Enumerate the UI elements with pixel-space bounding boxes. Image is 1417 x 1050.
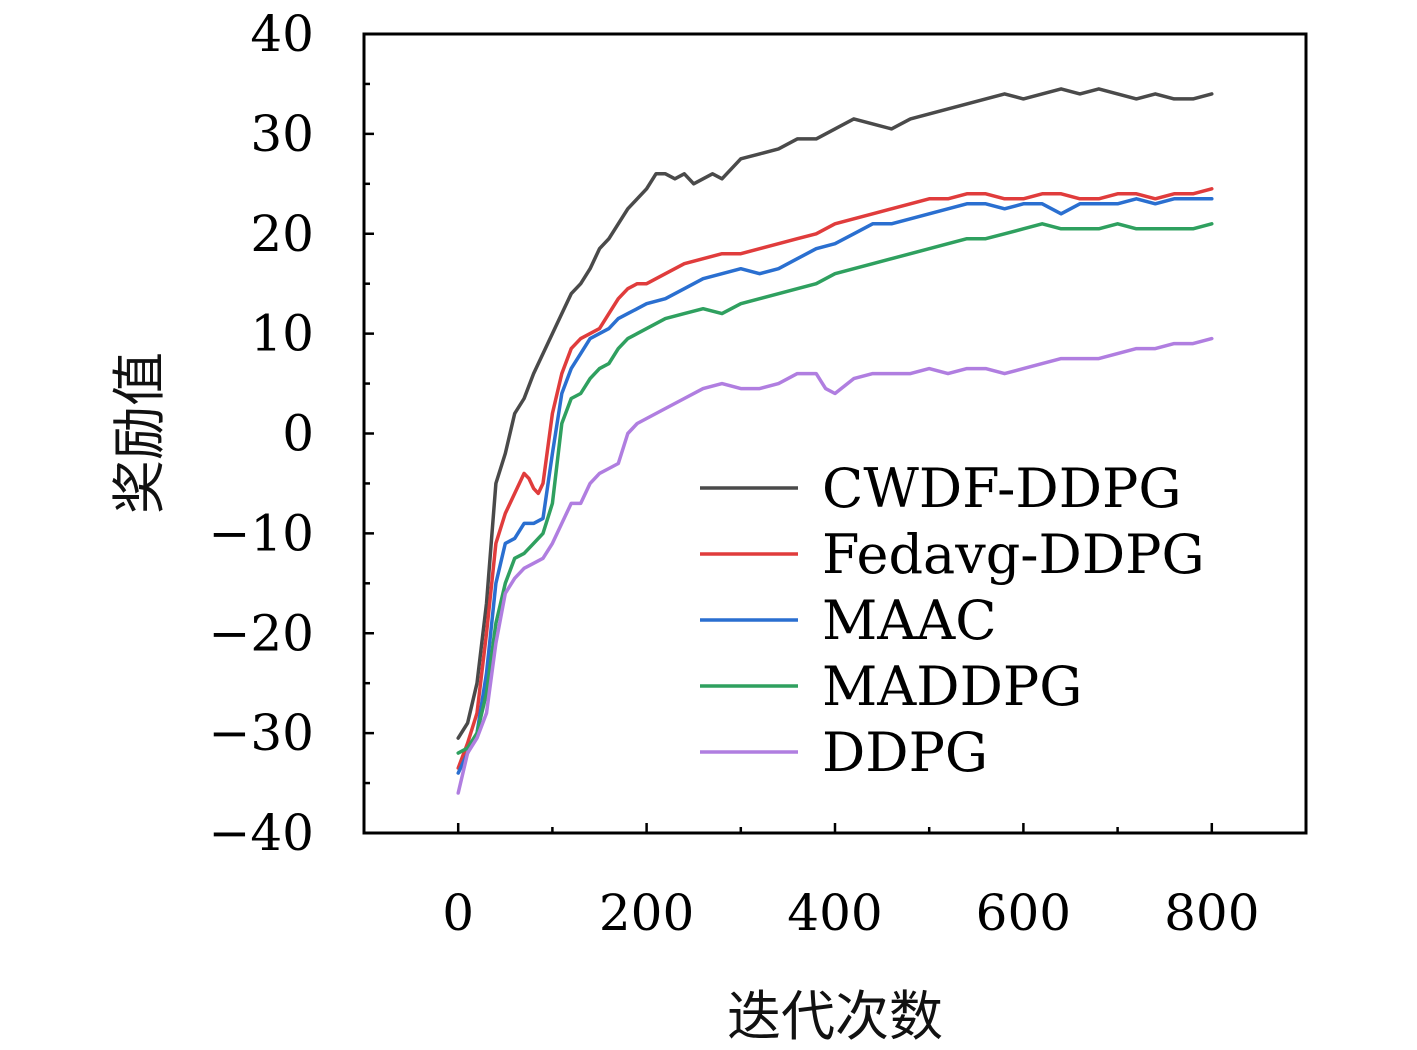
- legend-label-maac: MAAC: [822, 589, 997, 652]
- y-tick-label: −40: [208, 804, 314, 862]
- legend-label-fedavg-ddpg: Fedavg-DDPG: [822, 523, 1205, 586]
- series-line-maac: [456, 197, 1214, 775]
- y-tick-label: 20: [250, 205, 314, 263]
- y-tick-label: 0: [282, 405, 314, 463]
- series-line-maddpg: [456, 222, 1214, 755]
- x-tick-label: 200: [599, 884, 694, 942]
- series-line-fedavg-ddpg: [456, 187, 1214, 770]
- y-tick-label: 10: [250, 305, 314, 363]
- series-line-ddpg: [456, 336, 1214, 795]
- y-tick-label: 30: [250, 105, 314, 163]
- y-tick-label: −30: [208, 704, 314, 762]
- x-tick-label: 600: [976, 884, 1071, 942]
- x-tick-label: 400: [787, 884, 882, 942]
- series-layer: [456, 87, 1214, 795]
- y-tick-label: 40: [250, 5, 314, 63]
- x-axis-title: 迭代次数: [727, 985, 943, 1048]
- legend-label-cwdf-ddpg: CWDF-DDPG: [822, 457, 1181, 520]
- legend-label-maddpg: MADDPG: [822, 655, 1082, 718]
- legend-label-ddpg: DDPG: [822, 721, 988, 784]
- y-axis-title: 奖励值: [108, 352, 171, 514]
- x-tick-label: 0: [442, 884, 474, 942]
- series-line-cwdf-ddpg: [456, 87, 1214, 740]
- x-tick-label: 800: [1164, 884, 1259, 942]
- y-tick-label: −10: [208, 504, 314, 562]
- y-tick-label: −20: [208, 604, 314, 662]
